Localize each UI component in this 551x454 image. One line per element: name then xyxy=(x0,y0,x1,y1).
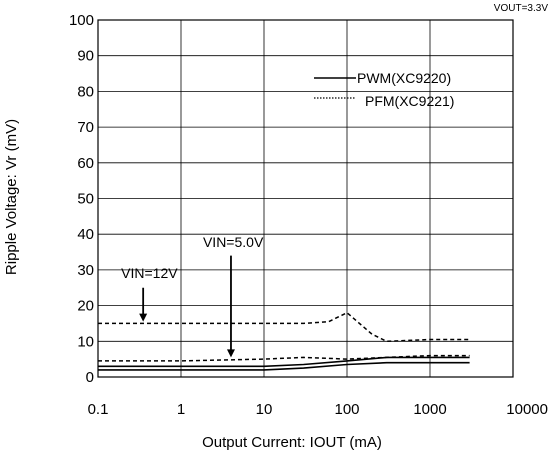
series-pwm-line-2 xyxy=(98,361,470,371)
x-tick-label: 100 xyxy=(334,401,359,418)
legend-pwm-label: PWM(XC9220) xyxy=(357,70,451,86)
series-pfm-line-3 xyxy=(98,311,470,343)
series-layer xyxy=(98,311,470,371)
x-axis-label: Output Current: IOUT (mA) xyxy=(202,434,382,451)
y-tick-label: 10 xyxy=(77,333,94,350)
plot-frame xyxy=(97,19,514,378)
y-axis-label: Ripple Voltage: Vr (mV) xyxy=(3,119,20,275)
x-tick-labels: 0.1 1 10 100 1000 10000 xyxy=(88,401,548,418)
y-tick-label: 70 xyxy=(77,119,94,136)
annotation-arrow-head xyxy=(139,313,148,322)
x-tick-label: 1 xyxy=(177,401,185,418)
y-tick-label: 50 xyxy=(77,191,94,208)
x-tick-label: 10000 xyxy=(506,401,548,418)
y-tick-label: 30 xyxy=(77,262,94,279)
x-tick-label: 1000 xyxy=(413,401,446,418)
legend-pfm-label: PFM(XC9221) xyxy=(365,93,454,109)
y-tick-label: 60 xyxy=(77,155,94,172)
y-tick-labels: 0 10 20 30 40 50 60 70 80 90 100 xyxy=(69,12,94,386)
y-tick-label: 0 xyxy=(86,369,94,386)
y-tick-label: 90 xyxy=(77,48,94,65)
series-pwm-line-1 xyxy=(98,356,470,368)
x-tick-label: 10 xyxy=(256,401,273,418)
condition-label: VOUT=3.3V xyxy=(494,3,549,14)
y-tick-label: 100 xyxy=(69,12,94,29)
annotation-label: VIN=12V xyxy=(121,265,178,281)
legend: PWM(XC9220) PFM(XC9221) xyxy=(314,70,454,109)
annotation-arrow-head xyxy=(226,349,235,358)
y-tick-label: 80 xyxy=(77,83,94,100)
series-pfm-line-4 xyxy=(98,354,470,362)
y-tick-label: 40 xyxy=(77,226,94,243)
annotations: VIN=12V VIN=5.0V xyxy=(121,234,264,358)
annotation-label: VIN=5.0V xyxy=(203,234,264,250)
y-tick-label: 20 xyxy=(77,298,94,315)
x-tick-label: 0.1 xyxy=(88,401,109,418)
